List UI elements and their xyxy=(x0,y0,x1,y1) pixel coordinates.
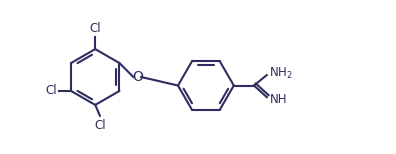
Text: O: O xyxy=(132,70,143,84)
Text: Cl: Cl xyxy=(46,84,57,97)
Text: NH$_2$: NH$_2$ xyxy=(269,66,293,81)
Text: NH: NH xyxy=(270,93,287,106)
Text: Cl: Cl xyxy=(95,119,107,132)
Text: Cl: Cl xyxy=(89,22,101,35)
